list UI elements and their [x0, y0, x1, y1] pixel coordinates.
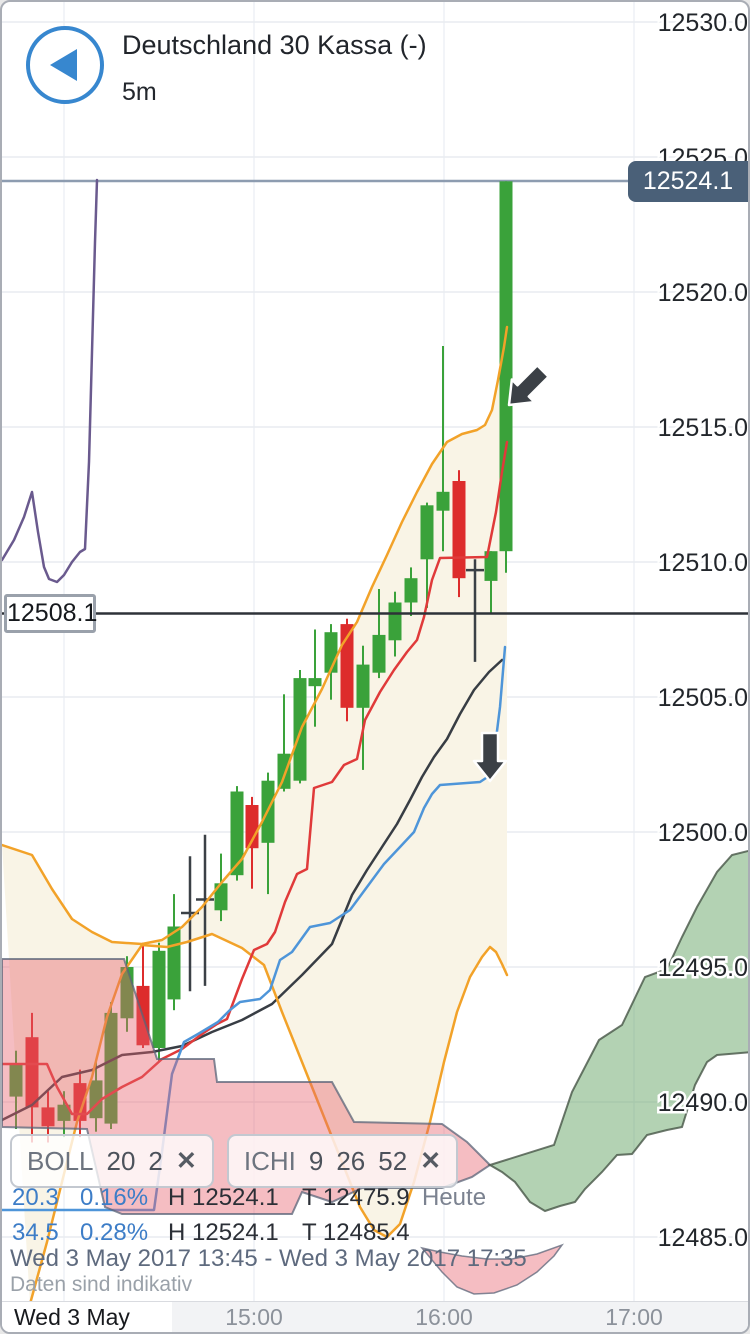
- bollinger-lower-band: [28, 932, 509, 1306]
- bollinger-upper-band: [2, 325, 509, 946]
- indicator-chip-boll[interactable]: BOLL 20 2 ✕: [10, 1134, 214, 1188]
- back-button[interactable]: [26, 26, 104, 104]
- indicator-param: 26: [336, 1145, 366, 1176]
- change-value: 34.5: [12, 1219, 59, 1246]
- price-level-marker: 12508.1: [4, 594, 97, 633]
- time-axis-label: 15:00: [225, 1304, 283, 1330]
- session-low: T 12475.9: [302, 1184, 410, 1211]
- candle-body: [340, 624, 354, 708]
- back-icon: [50, 49, 77, 81]
- indicator-chip-ichi[interactable]: ICHI 9 26 52 ✕: [226, 1134, 459, 1188]
- candle-body: [57, 1104, 71, 1121]
- stats-row-today: 20.3 0.16% H 12524.1 T 12475.9 Heute: [2, 1184, 522, 1214]
- data-disclaimer: Daten sind indikativ: [10, 1273, 193, 1296]
- y-axis-label: 12490.0: [658, 1089, 748, 1117]
- y-axis-label: 12485.0: [658, 1224, 748, 1252]
- ichimoku-kijun-line: [2, 645, 507, 1212]
- date-label: Wed 3 May: [2, 1302, 172, 1332]
- candle-body: [420, 505, 434, 560]
- y-axis-label: 12495.0: [658, 954, 748, 982]
- indicator-param: 9: [308, 1145, 324, 1176]
- candle-body: [73, 1083, 87, 1121]
- stats-row-range: 34.5 0.28% H 12524.1 T 12485.4: [2, 1219, 522, 1249]
- candle-body: [152, 950, 166, 1048]
- y-axis-label: 12515.0: [658, 414, 748, 442]
- current-price-badge: 12524.1: [628, 161, 748, 202]
- annotation-arrow-down-left: [507, 364, 550, 407]
- y-axis-label: 12520.0: [658, 279, 748, 307]
- candle-body: [484, 551, 498, 581]
- visible-range-label: Wed 3 May 2017 13:45 - Wed 3 May 2017 17…: [10, 1245, 527, 1272]
- candle-body: [404, 578, 418, 603]
- candle-body: [277, 753, 291, 789]
- ichimoku-chikou-line: [2, 178, 99, 584]
- y-axis-label: 12500.0: [658, 819, 748, 847]
- close-icon[interactable]: ✕: [175, 1147, 197, 1175]
- change-percent: 0.28%: [80, 1219, 149, 1246]
- ichimoku-tenkan-line: [2, 440, 509, 1116]
- candle-body: [214, 883, 228, 911]
- indicator-name: BOLL: [27, 1145, 94, 1176]
- candle-body: [245, 805, 259, 849]
- candle-body: [356, 664, 370, 708]
- candle-body: [308, 678, 322, 687]
- session-low: T 12485.4: [302, 1219, 410, 1246]
- candle-body: [436, 491, 450, 511]
- period-label: Heute: [422, 1184, 487, 1211]
- chart-header: Deutschland 30 Kassa (-) 5m: [2, 2, 427, 152]
- change-percent: 0.16%: [80, 1184, 149, 1211]
- timeframe-label[interactable]: 5m: [122, 78, 157, 106]
- annotation-arrow-up: [472, 731, 508, 783]
- y-axis-label: 12530.0: [658, 9, 748, 37]
- candle-body: [25, 1037, 39, 1108]
- time-axis-label: 17:00: [605, 1304, 663, 1330]
- ichimoku-bearish-cloud-tail: [420, 1243, 565, 1295]
- candle-body: [388, 602, 402, 641]
- time-axis: Wed 3 May 15:00 16:00 17:00: [2, 1301, 748, 1332]
- candle-body: [499, 181, 513, 552]
- y-axis-label: 12505.0: [658, 684, 748, 712]
- sma-line: [2, 658, 504, 1122]
- session-high: H 12524.1: [168, 1219, 279, 1246]
- session-high: H 12524.1: [168, 1184, 279, 1211]
- candle-body: [9, 1064, 23, 1097]
- candle-body: [452, 481, 466, 579]
- candle-body: [167, 926, 181, 1000]
- change-value: 20.3: [12, 1184, 59, 1211]
- indicator-param: 20: [106, 1145, 136, 1176]
- candle-body: [230, 791, 244, 876]
- instrument-title: Deutschland 30 Kassa (-): [122, 30, 427, 60]
- time-axis-label: 16:00: [415, 1304, 473, 1330]
- indicator-param: 52: [378, 1145, 408, 1176]
- candle-body: [372, 634, 386, 673]
- ichimoku-bullish-cloud: [487, 849, 748, 1213]
- candle-body: [41, 1107, 55, 1127]
- y-axis-label: 12510.0: [658, 549, 748, 577]
- indicator-chips: BOLL 20 2 ✕ ICHI 9 26 52 ✕: [10, 1134, 459, 1188]
- indicator-name: ICHI: [243, 1145, 296, 1176]
- indicator-param: 2: [148, 1145, 163, 1176]
- close-icon[interactable]: ✕: [420, 1147, 442, 1175]
